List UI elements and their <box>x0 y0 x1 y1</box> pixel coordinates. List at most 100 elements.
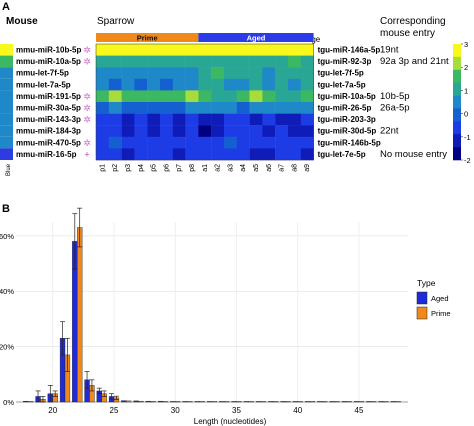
mouse-row-label: mmu-let-7a-5p <box>16 80 71 89</box>
heatmap-cell <box>172 136 186 149</box>
heatmap-cell <box>224 113 237 126</box>
bar-prime <box>77 227 83 403</box>
heatmap-cell <box>198 136 212 149</box>
heatmap-cell <box>224 136 237 149</box>
column-label: p7 <box>176 164 183 172</box>
heatmap-cell <box>249 113 263 126</box>
bar-prime <box>138 400 144 403</box>
bar-prime <box>224 401 230 403</box>
heatmap-cell <box>288 44 301 56</box>
mouse-row-label: mmu-miR-10a-5p <box>16 57 81 66</box>
bar-aged <box>292 401 298 403</box>
heatmap-cell <box>96 125 109 137</box>
legend-swatch-prime <box>416 306 428 320</box>
column-label: p2 <box>112 164 119 172</box>
heatmap-cell <box>172 125 186 137</box>
heatmap-cell <box>134 90 148 103</box>
heatmap-cell <box>121 102 135 114</box>
heatmap-cell <box>236 44 250 56</box>
bar-aged <box>121 400 127 403</box>
y-tick-label: 40% <box>0 287 14 296</box>
heatmap-cell <box>147 102 161 114</box>
age-group-aged <box>198 33 314 42</box>
heatmap-cell <box>275 125 289 137</box>
heatmap-cell <box>224 55 237 68</box>
heatmap-cell <box>160 125 173 137</box>
heatmap <box>95 43 314 161</box>
mouse-row-mark: ✲ <box>83 115 91 125</box>
mouse-row-label: mmu-miR-30a-5p <box>16 104 81 113</box>
sparrow-row-label: tgu-let-7e-5p <box>318 150 366 159</box>
heatmap-cell <box>185 136 199 149</box>
bar-aged <box>194 401 200 403</box>
heatmap-cell <box>121 125 135 137</box>
mouse-row-swatch <box>0 136 13 149</box>
bar-aged <box>255 401 262 403</box>
heatmap-cell <box>211 136 225 149</box>
heatmap-cell <box>134 148 148 161</box>
mouse-row-label: mmu-miR-10b-5p <box>16 46 81 55</box>
heatmap-cell <box>198 148 212 161</box>
mouse-row-label: mmu-miR-184-3p <box>16 127 81 136</box>
heatmap-cell <box>249 125 263 137</box>
corresponding-entry: 26a-5p <box>380 103 410 114</box>
heatmap-cell <box>198 90 212 103</box>
heatmap-cell <box>108 78 122 91</box>
heatmap-cell <box>236 67 250 79</box>
heatmap-cell <box>198 102 212 114</box>
heatmap-cell <box>108 125 122 137</box>
sparrow-row-label: tgu-miR-146b-5p <box>318 138 381 147</box>
heatmap-cell <box>160 113 173 126</box>
heatmap-cell <box>236 113 250 126</box>
heatmap-cell <box>121 90 135 103</box>
bar-prime <box>28 401 34 403</box>
heatmap-cell <box>185 44 199 56</box>
column-label: a7 <box>279 164 286 172</box>
column-label: a1 <box>202 164 209 172</box>
heatmap-cell <box>185 90 199 103</box>
heatmap-cell <box>160 90 173 103</box>
colorbar-segment <box>453 56 461 71</box>
heatmap-cell <box>121 78 135 91</box>
heatmap-cell <box>147 67 161 79</box>
heatmap-cell <box>236 78 250 91</box>
bar-aged <box>133 400 139 403</box>
column-label: p6 <box>163 164 170 172</box>
heatmap-cell <box>134 78 148 91</box>
heatmap-cell <box>134 55 148 68</box>
legend-swatch-aged <box>416 291 428 305</box>
heatmap-cell <box>172 44 186 56</box>
sparrow-row-label: tgu-miR-30d-5p <box>318 127 377 136</box>
heatmap-cell <box>249 102 263 114</box>
heatmap-cell <box>288 102 301 114</box>
heatmap-cell <box>147 148 161 161</box>
bar-aged <box>170 401 176 403</box>
y-tick-label: 0% <box>3 398 14 407</box>
mouse-row-swatch <box>0 44 13 56</box>
column-label: a9 <box>304 164 311 172</box>
heatmap-cell <box>300 148 314 161</box>
heatmap-cell <box>96 67 109 79</box>
heatmap-cell <box>236 136 250 149</box>
heatmap-cell <box>275 148 289 161</box>
mouse-row-swatch <box>0 67 13 79</box>
heatmap-cell <box>121 55 135 68</box>
heatmap-cell <box>96 136 109 149</box>
heatmap-cell <box>147 136 161 149</box>
heatmap-cell <box>236 102 250 114</box>
corresponding-header-line2: mouse entry <box>380 28 435 39</box>
heatmap-cell <box>262 90 276 103</box>
corresponding-entry: 19nt <box>380 45 399 56</box>
bar-aged <box>353 401 360 403</box>
heatmap-cell <box>262 113 276 126</box>
heatmap-cell <box>185 67 199 79</box>
mouse-side-label: Blue <box>6 163 12 176</box>
heatmap-cell <box>249 90 263 103</box>
heatmap-cell <box>262 44 276 56</box>
colorbar-segment <box>453 121 461 135</box>
heatmap-cell <box>224 148 237 161</box>
heatmap-cell <box>96 78 109 91</box>
heatmap-cell <box>108 55 122 68</box>
heatmap-cell <box>147 125 161 137</box>
